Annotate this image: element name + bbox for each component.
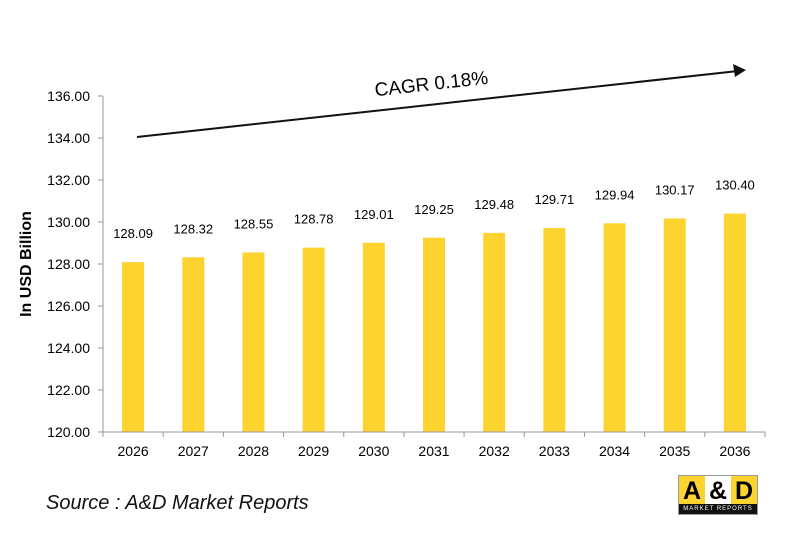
x-tick-label: 2032 <box>479 443 510 459</box>
y-tick-label: 122.00 <box>47 382 90 398</box>
bar <box>543 228 566 432</box>
data-label: 129.94 <box>595 187 635 202</box>
x-tick-label: 2034 <box>599 443 630 459</box>
x-tick-label: 2027 <box>178 443 209 459</box>
y-tick-label: 134.00 <box>47 130 90 146</box>
ad-logo: A & D MARKET REPORTS <box>678 475 758 515</box>
data-label: 129.01 <box>354 207 394 222</box>
y-tick-label: 128.00 <box>47 256 90 272</box>
bar <box>483 232 506 432</box>
cagr-arrow <box>136 64 746 138</box>
data-label: 128.32 <box>173 221 213 236</box>
bar <box>182 257 205 432</box>
data-label: 129.71 <box>534 192 574 207</box>
x-tick-label: 2029 <box>298 443 329 459</box>
x-tick-label: 2028 <box>238 443 269 459</box>
bar <box>423 237 445 432</box>
data-label: 129.48 <box>474 197 514 212</box>
x-tick-label: 2033 <box>539 443 570 459</box>
source-note: Source : A&D Market Reports <box>46 492 309 514</box>
x-tick-label: 2035 <box>659 443 690 459</box>
data-label: 128.09 <box>113 226 153 241</box>
y-tick-label: 120.00 <box>47 424 90 440</box>
bar <box>723 213 746 432</box>
y-axis-label: In USD Billion <box>18 211 35 317</box>
data-label: 128.55 <box>234 216 274 231</box>
data-label: 130.17 <box>655 182 695 197</box>
bar <box>122 262 145 432</box>
y-tick-label: 136.00 <box>47 88 90 104</box>
y-tick-label: 132.00 <box>47 172 90 188</box>
data-label: 130.40 <box>715 178 755 193</box>
x-tick-label: 2026 <box>118 443 149 459</box>
x-tick-label: 2036 <box>719 443 750 459</box>
bar <box>302 247 325 432</box>
y-tick-label: 124.00 <box>47 340 90 356</box>
data-label: 128.78 <box>294 212 334 227</box>
y-tick-label: 130.00 <box>47 214 90 230</box>
x-tick-label: 2031 <box>418 443 449 459</box>
cagr-annotation: CAGR 0.18% <box>374 68 490 101</box>
bar <box>242 252 265 432</box>
bar <box>603 223 626 432</box>
bar <box>362 242 385 432</box>
y-tick-label: 126.00 <box>47 298 90 314</box>
bar <box>663 218 686 432</box>
x-tick-label: 2030 <box>358 443 389 459</box>
data-label: 129.25 <box>414 202 454 217</box>
